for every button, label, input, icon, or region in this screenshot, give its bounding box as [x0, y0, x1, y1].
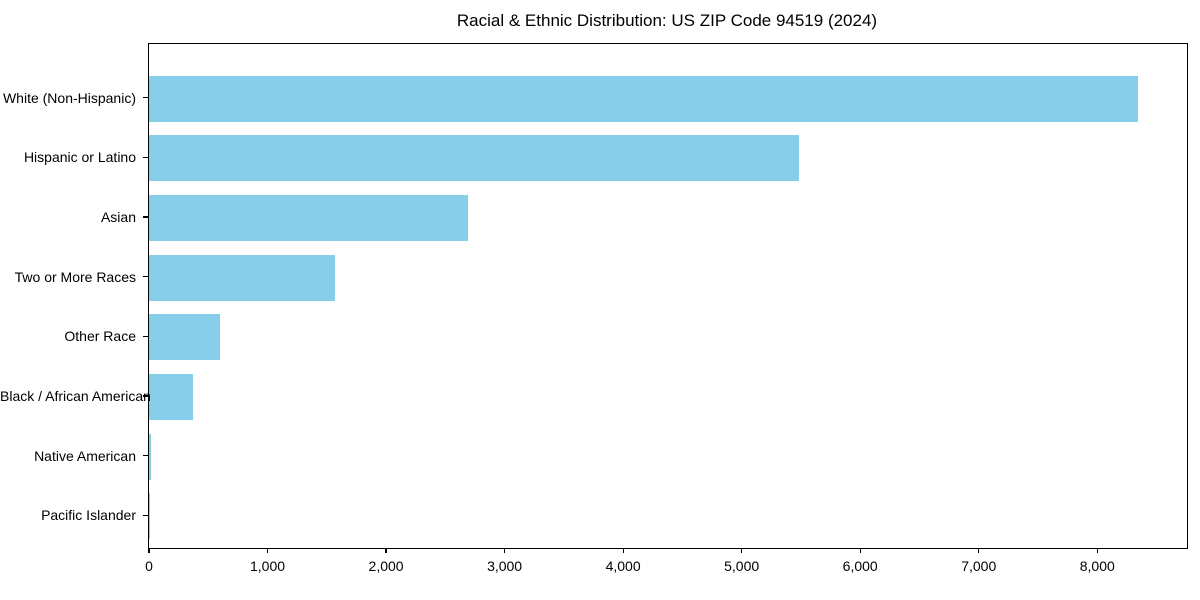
x-tick-mark: [978, 548, 980, 553]
x-tick-label: 1,000: [250, 558, 286, 574]
bar-white-non-hispanic: [149, 75, 1138, 122]
chart-title: Racial & Ethnic Distribution: US ZIP Cod…: [456, 11, 878, 30]
bar-pacific-islander: [149, 493, 151, 540]
y-axis-label: Other Race: [64, 328, 136, 345]
bar-other-race: [149, 314, 221, 361]
y-tick-mark: [143, 156, 148, 159]
y-tick-mark: [143, 514, 148, 516]
y-tick-mark: [143, 276, 148, 278]
bar-native-american: [149, 433, 152, 480]
y-tick-mark: [143, 335, 148, 337]
y-axis-label: Asian: [100, 209, 136, 226]
x-tick-mark: [266, 548, 269, 553]
plot-area: [148, 43, 1188, 549]
x-tick-label: 8,000: [1079, 558, 1115, 574]
x-tick-mark: [859, 548, 861, 553]
bar-black-african-american: [149, 373, 193, 420]
y-axis-label: White (Non-Hispanic): [2, 89, 136, 106]
y-axis-label: Native American: [34, 447, 136, 464]
x-tick-mark: [1096, 548, 1098, 553]
x-tick-label: 5,000: [724, 558, 760, 574]
x-tick-mark: [504, 548, 506, 553]
bar-asian: [149, 195, 469, 242]
x-tick-label: 4,000: [605, 558, 641, 574]
x-tick-mark: [148, 548, 150, 553]
y-axis-label: Hispanic or Latino: [23, 149, 136, 166]
x-tick-mark: [622, 548, 624, 553]
x-tick-label: 0: [145, 558, 153, 574]
y-tick-mark: [143, 454, 148, 457]
x-tick-mark: [741, 548, 743, 553]
y-tick-mark: [143, 97, 148, 99]
y-axis-label: Black / African American: [0, 387, 151, 404]
x-tick-mark: [385, 548, 387, 553]
y-tick-mark: [143, 216, 148, 218]
y-axis-label: Two or More Races: [14, 268, 136, 285]
x-tick-label: 7,000: [961, 558, 997, 574]
x-tick-label: 2,000: [368, 558, 404, 574]
x-tick-label: 6,000: [842, 558, 878, 574]
bar-hispanic-or-latino: [149, 135, 799, 182]
y-tick-mark: [143, 395, 148, 397]
x-tick-label: 3,000: [487, 558, 523, 574]
bar-two-or-more-races: [149, 254, 335, 301]
y-axis-label: Pacific Islander: [41, 507, 136, 524]
